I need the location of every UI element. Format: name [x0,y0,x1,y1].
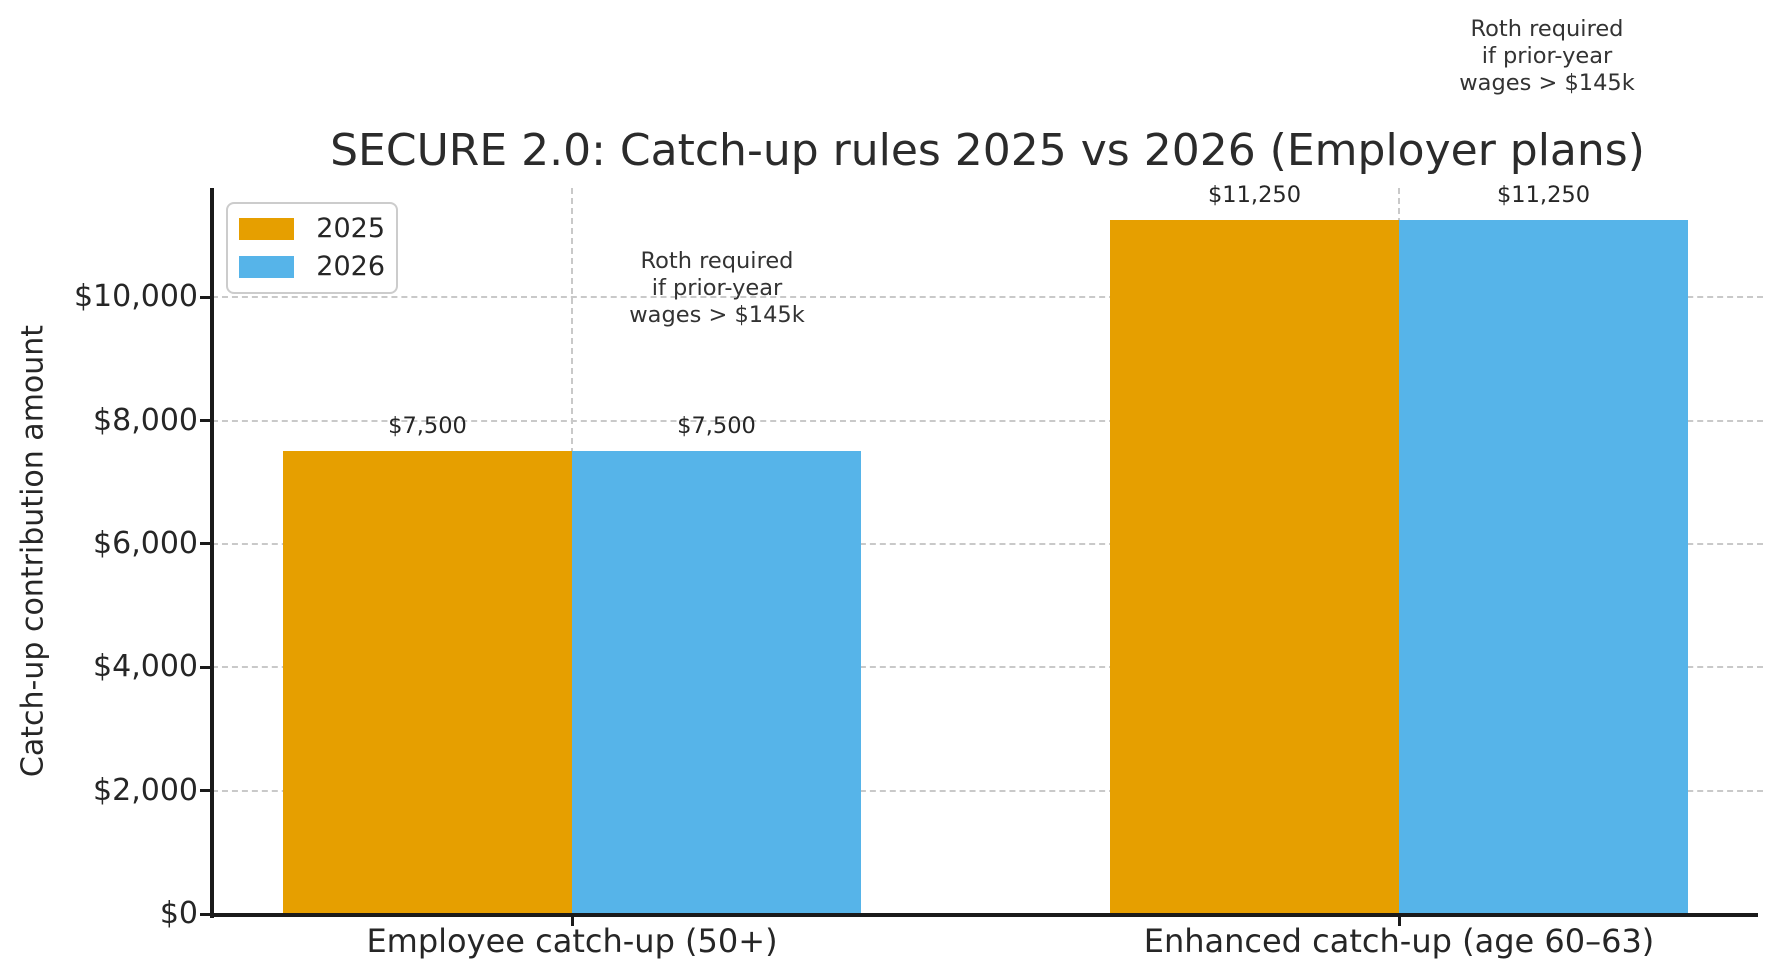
x-tick-mark [1397,914,1401,926]
y-gridline [212,666,1763,669]
legend-item-2026: 2026 [239,253,385,281]
bar-value-label: $7,500 [388,413,467,440]
y-tick-mark [200,419,212,423]
y-tick-label: $8,000 [93,402,198,438]
y-tick-label: $6,000 [93,525,198,561]
bar-2026-2 [1399,220,1688,914]
annotation-roth-required-2: Roth required if prior-year wages > $145… [1459,16,1635,96]
x-axis-spine [210,913,1758,917]
x-tick-mark [570,914,574,926]
y-axis-spine [210,188,214,918]
bar-value-label: $7,500 [677,413,756,440]
chart-title: SECURE 2.0: Catch-up rules 2025 vs 2026 … [330,125,1645,176]
legend-label-2026: 2026 [316,251,385,282]
legend-swatch-2025 [239,218,295,240]
y-gridline [212,296,1763,299]
category-label: Enhanced catch-up (age 60–63) [1143,922,1655,960]
y-tick-label: $2,000 [93,772,198,808]
legend-swatch-2026 [239,256,295,278]
category-label: Employee catch-up (50+) [366,922,778,960]
legend: 2025 2026 [226,202,398,294]
y-tick-label: $0 [159,896,198,931]
y-tick-mark [200,665,212,669]
y-tick-mark [200,789,212,793]
y-gridline [212,789,1763,792]
y-gridline [212,542,1763,545]
bar-value-label: $11,250 [1496,182,1591,209]
y-tick-mark [200,912,212,916]
y-tick-mark [200,542,212,546]
y-tick-label: $4,000 [93,649,198,685]
legend-label-2025: 2025 [316,213,385,244]
y-tick-mark [200,295,212,299]
bar-2026-1 [572,451,861,914]
bar-2025-2 [1110,220,1399,914]
y-gridline [212,419,1763,422]
y-tick-label: $10,000 [73,279,198,315]
bar-value-label: $11,250 [1207,182,1302,209]
legend-item-2025: 2025 [239,215,385,243]
annotation-roth-required-1: Roth required if prior-year wages > $145… [629,248,805,328]
bar-2025-1 [283,451,572,914]
